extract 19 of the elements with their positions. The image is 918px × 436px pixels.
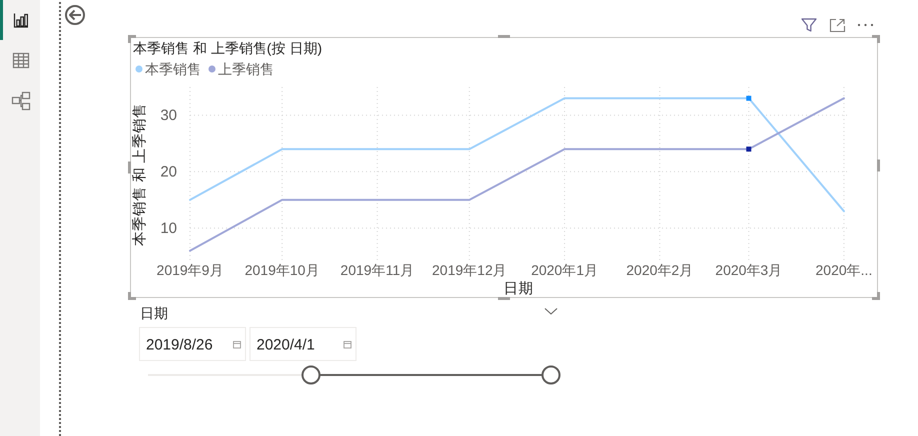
x-tick-label: 2020年3月	[715, 262, 782, 278]
chart-title: 本季销售 和 上季销售(按 日期)	[133, 40, 322, 56]
x-tick-label: 2019年10月	[244, 262, 320, 278]
y-tick-label: 30	[160, 106, 177, 124]
x-axis-title: 日期	[504, 280, 534, 297]
text: 2019/8/26	[146, 336, 213, 354]
x-tick-label: 2019年12月	[432, 262, 507, 278]
x-tick-label: 2020年2月	[626, 262, 694, 278]
y-tick-label: 20	[160, 163, 177, 180]
y-axis-title: 本季销售 和 上季销售	[131, 102, 148, 246]
x-tick-label: 2020年...	[816, 262, 872, 278]
text: 2020/4/1	[256, 336, 315, 354]
y-tick-label: 10	[160, 220, 177, 237]
x-tick-label: 2019年9月	[156, 262, 224, 278]
x-tick-label: 2019年11月	[340, 262, 414, 278]
text: 日期	[140, 305, 168, 321]
legend-label: 上季销售	[218, 61, 274, 77]
legend-label: 本季销售	[145, 61, 201, 77]
x-tick-label: 2020年1月	[531, 262, 598, 278]
